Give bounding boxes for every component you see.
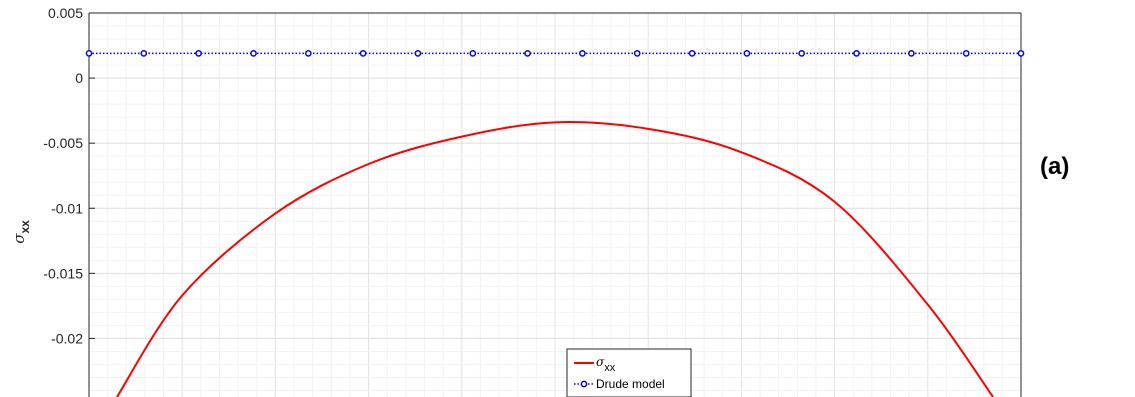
y-tick-label: -0.015 (43, 265, 83, 281)
legend-drude-label: Drude model (596, 377, 665, 391)
drude-model-marker (469, 50, 477, 57)
y-tick-label: 0.005 (48, 5, 83, 21)
legend-sigma-xx-label: σxx (596, 355, 616, 374)
plot-series (85, 50, 1025, 397)
y-tick-label: 0 (75, 70, 83, 86)
drude-model-marker (1017, 50, 1025, 57)
drude-model-marker (414, 50, 422, 57)
y-tick-label: -0.005 (43, 135, 83, 151)
y-axis-label-symbol: σ (10, 233, 28, 244)
y-axis-label: σxx (10, 220, 32, 244)
drude-model-marker (359, 50, 367, 57)
y-tick-label: -0.01 (51, 200, 83, 216)
drude-model-marker (140, 50, 148, 57)
drude-model-marker (524, 50, 531, 57)
y-axis-label-subscript: xx (18, 220, 32, 234)
drude-model-marker (250, 50, 257, 57)
legend-box (566, 348, 692, 397)
drude-model-marker (85, 50, 93, 57)
axes: 0.005 0 -0.005 -0.01 -0.015 -0.02 (43, 5, 1022, 397)
grid (88, 12, 1022, 397)
drude-model-marker (633, 50, 641, 57)
drude-model-marker (743, 50, 751, 57)
sigma-xx-curve (116, 121, 994, 397)
legend-sigma-subscript: xx (604, 362, 616, 374)
drude-model-marker (798, 50, 806, 57)
legend-drude-marker (580, 380, 588, 388)
drude-model-marker (908, 50, 915, 57)
drude-model-marker (304, 50, 312, 57)
legend-sigma-symbol: σ (596, 355, 605, 369)
drude-model-marker (579, 50, 586, 57)
drude-model-marker (688, 50, 696, 57)
legend: σxx Drude model (566, 348, 692, 397)
drude-model-marker (195, 50, 202, 57)
drude-model-marker (962, 50, 970, 57)
panel-label: (a) (1040, 153, 1070, 180)
drude-model-marker (853, 50, 860, 57)
y-tick-label: -0.02 (51, 330, 83, 346)
